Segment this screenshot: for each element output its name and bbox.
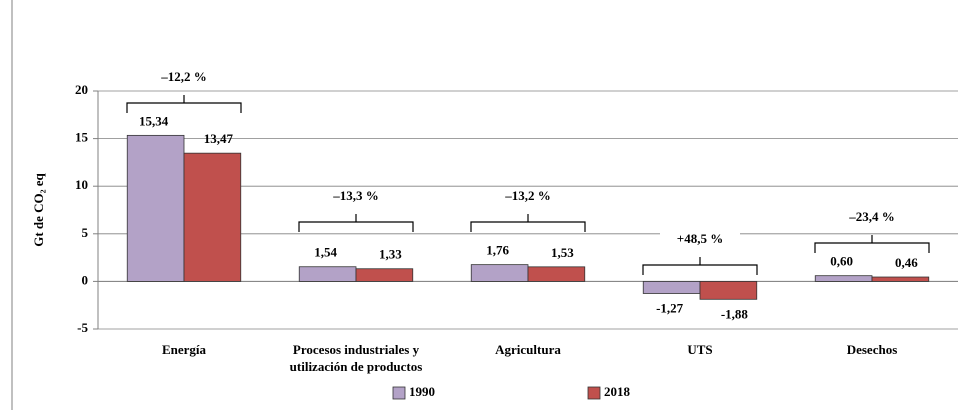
annotation: –23,4 %: [848, 209, 895, 224]
bar: [298, 266, 357, 282]
value-label: 0,60: [830, 254, 853, 269]
bar: [871, 276, 930, 282]
annotation-bg: [316, 187, 396, 207]
y-tick-label: 15: [75, 130, 89, 145]
y-tick-label: 5: [82, 225, 89, 240]
y-tick-label: 0: [82, 272, 89, 287]
value-label: 1,76: [486, 243, 509, 258]
value-label: 1,53: [551, 245, 574, 260]
x-tick-label: UTS: [687, 342, 713, 357]
value-label: 1,33: [379, 247, 402, 262]
annotation-bg: [832, 208, 912, 228]
legend-swatch: [587, 386, 601, 400]
y-axis-label: Gt de CO₂ eq: [31, 172, 46, 246]
annotation-bg: [660, 230, 740, 250]
x-tick-label: Procesos industriales y utilización de p…: [289, 342, 423, 374]
y-tick-label: 10: [75, 177, 88, 192]
value-label: -1,27: [656, 300, 684, 315]
annotation-bg: [488, 187, 568, 207]
annotation: –13,2 %: [504, 188, 551, 203]
brace: [126, 95, 242, 113]
bar: [642, 280, 701, 294]
annotation: –12,2 %: [160, 69, 207, 84]
brace: [814, 235, 930, 253]
annotation-bg: [144, 68, 224, 88]
value-label: 13,47: [204, 131, 234, 146]
brace: [298, 214, 414, 232]
legend-swatch: [392, 386, 406, 400]
value-label: 15,34: [139, 113, 169, 128]
bar: [699, 280, 758, 300]
bar: [183, 152, 242, 282]
y-tick-label: -5: [77, 320, 88, 335]
x-tick-label: Agricultura: [495, 342, 561, 357]
annotation: –13,3 %: [332, 188, 379, 203]
x-tick-label: Desechos: [846, 342, 898, 357]
brace: [642, 257, 758, 275]
legend-label: 2018: [604, 384, 631, 399]
bar: [126, 134, 185, 282]
brace: [470, 214, 586, 232]
value-label: 0,46: [895, 255, 918, 270]
bar: [527, 266, 586, 282]
value-label: -1,88: [721, 306, 749, 321]
bar: [355, 268, 414, 282]
annotation: +48,5 %: [677, 231, 723, 246]
y-tick-label: 20: [75, 82, 88, 97]
bar: [470, 264, 529, 282]
value-label: 1,54: [314, 245, 337, 260]
bar: [814, 275, 873, 282]
x-tick-label: Energía: [161, 342, 207, 357]
legend-label: 1990: [409, 384, 435, 399]
